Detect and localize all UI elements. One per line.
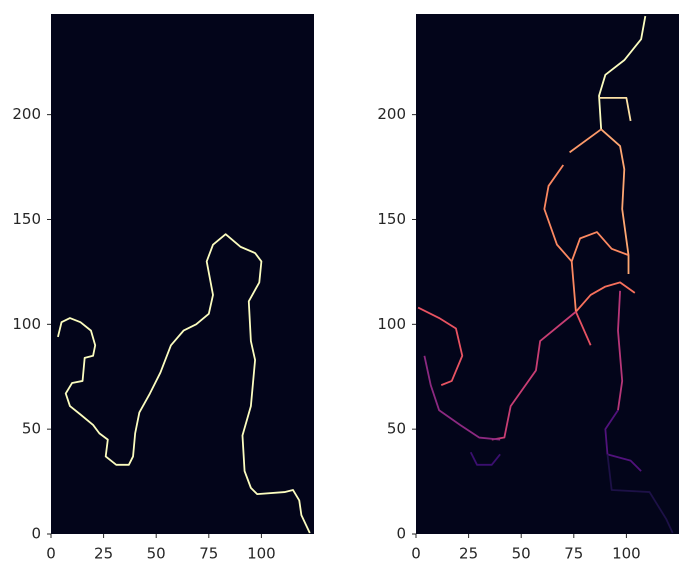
curve	[417, 306, 464, 386]
x-tick-label: 100	[247, 545, 276, 563]
curve	[543, 164, 577, 312]
curve	[599, 96, 632, 122]
x-tick-label: 100	[612, 545, 641, 563]
plot-background	[51, 14, 314, 534]
y-tick-label: 0	[31, 525, 41, 543]
x-tick-label: 75	[564, 545, 583, 563]
y-tick-label: 100	[12, 315, 41, 333]
y-tick-label: 0	[396, 525, 406, 543]
curve	[469, 451, 501, 466]
curve	[570, 231, 629, 262]
plot-background	[416, 14, 679, 534]
curve	[606, 454, 674, 534]
y-tick-label: 200	[377, 105, 406, 123]
curve	[598, 15, 647, 130]
x-tick-label: 75	[199, 545, 218, 563]
x-tick-label: 0	[411, 545, 421, 563]
x-tick-label: 50	[512, 545, 531, 563]
y-tick-label: 50	[22, 420, 41, 438]
curve	[491, 311, 577, 441]
x-tick-label: 0	[46, 545, 56, 563]
curve	[575, 281, 636, 313]
curve	[569, 128, 602, 154]
x-tick-label: 25	[459, 545, 478, 563]
y-tick-label: 100	[377, 315, 406, 333]
y-tick-label: 150	[377, 210, 406, 228]
curve	[600, 128, 630, 274]
curve	[617, 290, 624, 411]
y-tick-label: 150	[12, 210, 41, 228]
y-tick-label: 50	[387, 420, 406, 438]
curve	[575, 311, 592, 346]
y-tick-label: 200	[12, 105, 41, 123]
x-tick-label: 25	[94, 545, 113, 563]
curve	[423, 355, 501, 441]
curve	[57, 233, 311, 534]
x-tick-label: 50	[147, 545, 166, 563]
